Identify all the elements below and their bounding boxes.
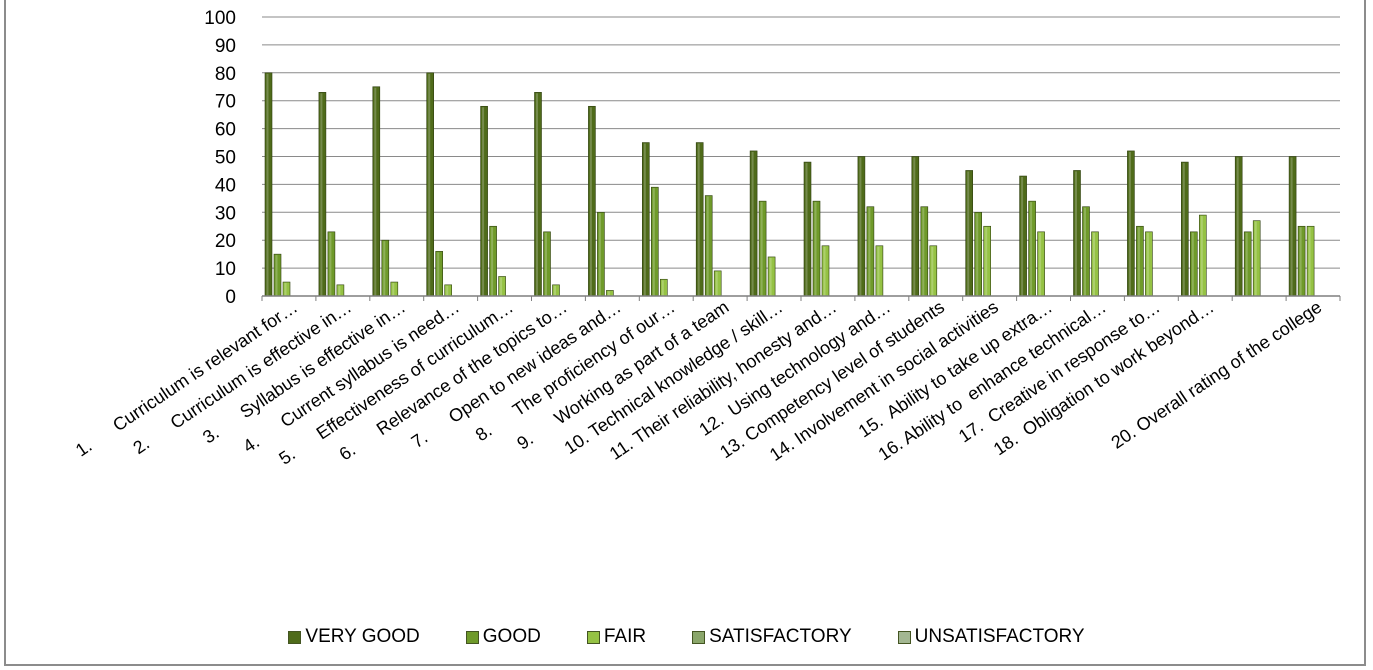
bar-highlight [500, 277, 503, 296]
x-axis [261, 295, 1341, 301]
y-tick-label: 90 [215, 36, 236, 57]
legend: VERY GOOD GOOD FAIR SATISFACTORY UNSATISFACT… [0, 622, 1373, 652]
legend-label: GOOD [482, 626, 541, 647]
bar-highlight [1290, 157, 1293, 296]
bar-highlight [320, 93, 323, 296]
legend-swatch [897, 630, 911, 644]
legend-label: VERY GOOD [305, 626, 420, 647]
legend-label: UNSATISFACTORY [914, 626, 1085, 647]
bar-highlight [446, 285, 449, 296]
legend-swatch [288, 630, 302, 644]
bar-highlight [823, 246, 826, 296]
y-tick-label: 0 [225, 287, 236, 308]
bar-highlight [428, 73, 431, 296]
bar-highlight [715, 271, 718, 296]
x-axis-ticks: 1. Curriculum is relevant for…2. Curricu… [72, 297, 1325, 469]
bar-highlight [1021, 177, 1024, 296]
bar-highlight [769, 257, 772, 296]
bar-highlight [1245, 232, 1248, 296]
bar-highlight [275, 255, 278, 296]
bar-highlight [392, 283, 395, 296]
bar-highlight [1075, 171, 1077, 296]
bar-highlight [751, 151, 754, 296]
bar-highlight [877, 246, 880, 296]
y-tick-label: 80 [215, 64, 236, 85]
bar-highlight [374, 87, 377, 296]
bar-highlight [338, 285, 341, 296]
bar-highlight [1299, 227, 1302, 296]
bar-highlight [1200, 216, 1203, 296]
legend-item-fair: FAIR [586, 626, 647, 648]
legend-item-very-good: VERY GOOD [288, 626, 420, 648]
y-tick-label: 50 [215, 148, 236, 169]
bar-highlight [266, 73, 269, 296]
chart-frame [4, 0, 1366, 666]
bar-highlight [931, 246, 934, 296]
bar-highlight [661, 280, 664, 296]
bar-highlight [329, 232, 332, 296]
bar-highlight [482, 107, 485, 296]
bar-highlight [1093, 232, 1095, 296]
bar-highlight [437, 252, 440, 296]
y-tick-label: 60 [215, 120, 236, 141]
bar-highlight [1236, 157, 1239, 296]
bar-highlight [868, 207, 871, 296]
bars [264, 72, 1315, 297]
bar-highlight [913, 157, 916, 296]
bar-highlight [1182, 163, 1185, 296]
bar-highlight [491, 227, 494, 296]
bar-highlight [589, 107, 592, 296]
legend-swatch [586, 630, 600, 644]
legend-swatch [465, 630, 479, 644]
bar-highlight [922, 207, 925, 296]
y-tick-label: 30 [215, 203, 236, 224]
bar-highlight [1084, 207, 1086, 296]
bar-highlight [536, 93, 538, 296]
bar-highlight [643, 143, 646, 296]
bar-highlight [284, 283, 287, 296]
legend-item-unsatisfactory: UNSATISFACTORY [897, 626, 1085, 648]
y-tick-label: 40 [215, 175, 236, 196]
y-tick-label: 20 [215, 231, 236, 252]
legend-item-good: GOOD [465, 626, 541, 648]
y-tick-label: 70 [215, 92, 236, 113]
gridlines [262, 16, 1340, 297]
bar-highlight [805, 163, 808, 296]
bar-highlight [1039, 232, 1042, 296]
bar-highlight [1146, 232, 1149, 296]
y-axis-ticks: 0 10 20 30 40 50 60 70 80 90 100 [204, 8, 236, 308]
bar-highlight [1254, 221, 1257, 296]
y-tick-label: 10 [215, 259, 236, 280]
bar-highlight [814, 202, 817, 296]
bar-highlight [1137, 227, 1140, 296]
legend-label: FAIR [603, 626, 647, 647]
bar-highlight [1191, 232, 1194, 296]
bar-chart: 0 10 20 30 40 50 60 70 80 90 100 1. Curriculum is … [72, 8, 1341, 469]
y-tick-label: 100 [204, 8, 236, 29]
bar-highlight [1128, 151, 1131, 296]
bar-highlight [706, 196, 709, 296]
bar-highlight [697, 143, 700, 296]
bar-highlight [976, 213, 979, 296]
legend-swatch [692, 630, 706, 644]
bar-highlight [652, 188, 655, 296]
bar-highlight [554, 285, 556, 296]
bar-highlight [985, 227, 988, 296]
bar-highlight [760, 202, 763, 296]
bar-highlight [383, 241, 386, 296]
bar-highlight [859, 157, 862, 296]
bar-highlight [545, 232, 547, 296]
bar-highlight [598, 213, 601, 296]
bar-highlight [1030, 202, 1033, 296]
legend-label: SATISFACTORY [709, 626, 852, 647]
bar-highlight [967, 171, 970, 296]
bar-highlight [607, 291, 610, 296]
bar-highlight [1308, 227, 1311, 296]
legend-item-satisfactory: SATISFACTORY [692, 626, 852, 648]
